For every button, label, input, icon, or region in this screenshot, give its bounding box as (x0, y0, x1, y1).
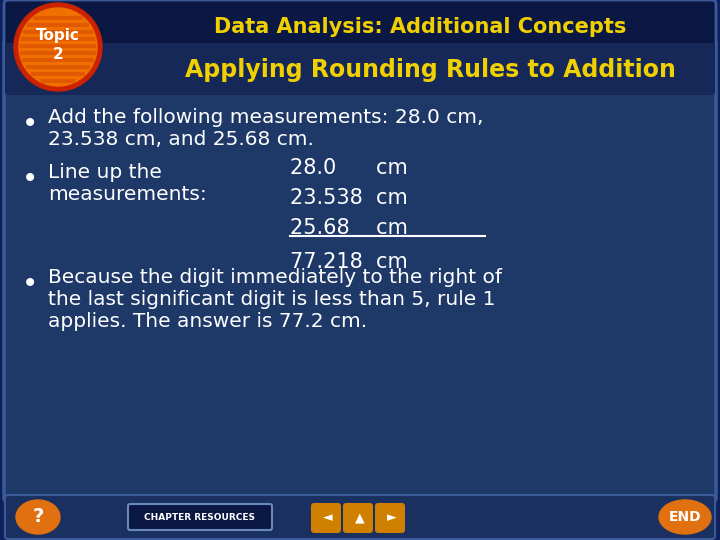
Text: Data Analysis: Additional Concepts: Data Analysis: Additional Concepts (214, 17, 626, 37)
Text: applies. The answer is 77.2 cm.: applies. The answer is 77.2 cm. (48, 312, 367, 331)
Text: •: • (22, 270, 38, 298)
Text: Line up the: Line up the (48, 163, 162, 182)
Text: 28.0      cm: 28.0 cm (290, 158, 408, 178)
Text: 23.538 cm, and 25.68 cm.: 23.538 cm, and 25.68 cm. (48, 130, 314, 149)
Text: •: • (22, 165, 38, 193)
Text: Applying Rounding Rules to Addition: Applying Rounding Rules to Addition (184, 58, 675, 82)
FancyBboxPatch shape (375, 503, 405, 533)
Text: measurements:: measurements: (48, 185, 207, 204)
FancyBboxPatch shape (5, 43, 715, 95)
FancyBboxPatch shape (5, 495, 715, 539)
Text: 77.218  cm: 77.218 cm (290, 252, 408, 272)
Text: ▲: ▲ (355, 511, 365, 524)
FancyBboxPatch shape (128, 504, 272, 530)
Text: ◄: ◄ (323, 511, 333, 524)
FancyBboxPatch shape (4, 0, 716, 54)
Text: •: • (22, 110, 38, 138)
Ellipse shape (16, 500, 60, 534)
Text: Because the digit immediately to the right of: Because the digit immediately to the rig… (48, 268, 502, 287)
Text: Topic
2: Topic 2 (36, 28, 80, 62)
Circle shape (19, 8, 97, 86)
Text: 23.538  cm: 23.538 cm (290, 188, 408, 208)
FancyBboxPatch shape (4, 40, 716, 502)
Text: ?: ? (32, 508, 44, 526)
Text: Add the following measurements: 28.0 cm,: Add the following measurements: 28.0 cm, (48, 108, 484, 127)
Text: END: END (669, 510, 701, 524)
Circle shape (14, 3, 102, 91)
FancyBboxPatch shape (343, 503, 373, 533)
Ellipse shape (659, 500, 711, 534)
Text: CHAPTER RESOURCES: CHAPTER RESOURCES (145, 512, 256, 522)
FancyBboxPatch shape (311, 503, 341, 533)
Text: ►: ► (387, 511, 397, 524)
Text: 25.68    cm: 25.68 cm (290, 218, 408, 238)
Text: the last significant digit is less than 5, rule 1: the last significant digit is less than … (48, 290, 495, 309)
